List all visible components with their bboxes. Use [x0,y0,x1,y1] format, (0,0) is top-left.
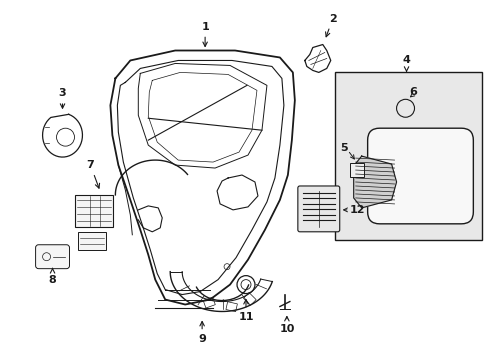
Bar [203,297,215,308]
Text: 9: 9 [198,321,205,345]
Text: 11: 11 [238,300,253,323]
Bar [225,302,237,312]
Text: 5: 5 [339,143,347,153]
Polygon shape [353,156,396,208]
Text: 4: 4 [402,55,409,71]
Text: 7: 7 [86,160,100,188]
FancyBboxPatch shape [367,128,472,224]
Bar [78,232,106,250]
Bar [243,293,256,305]
Text: 1: 1 [201,22,208,46]
Text: 6: 6 [409,87,417,97]
Text: 10: 10 [279,316,294,334]
FancyBboxPatch shape [36,245,69,269]
Bar [334,72,481,240]
Text: 2: 2 [325,14,336,37]
Text: 12: 12 [349,205,365,215]
Bar [75,195,113,227]
Text: 8: 8 [49,269,56,285]
Text: 3: 3 [59,88,66,108]
FancyBboxPatch shape [297,186,339,232]
Bar [349,163,363,177]
